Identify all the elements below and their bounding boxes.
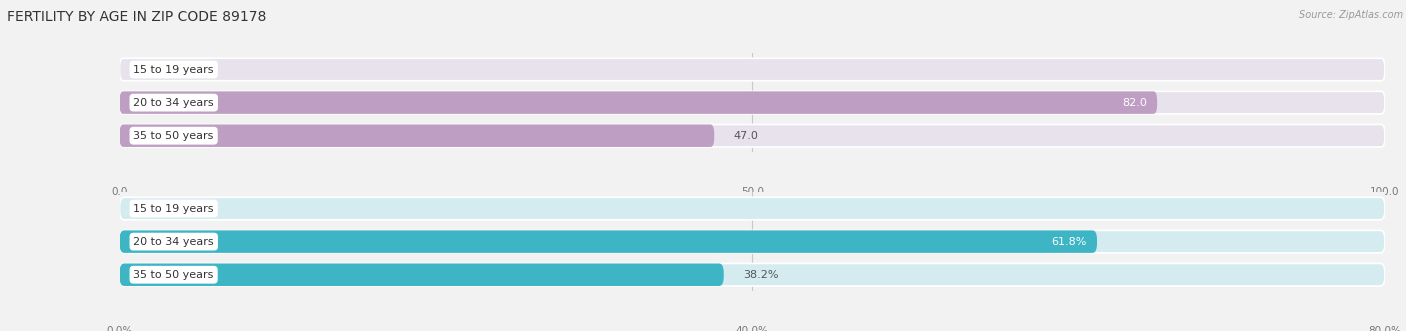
Text: 35 to 50 years: 35 to 50 years — [134, 131, 214, 141]
Text: 61.8%: 61.8% — [1052, 237, 1087, 247]
FancyBboxPatch shape — [120, 58, 1385, 81]
Text: 82.0: 82.0 — [1122, 98, 1147, 108]
FancyBboxPatch shape — [120, 91, 1385, 114]
FancyBboxPatch shape — [120, 197, 1385, 220]
Text: 38.2%: 38.2% — [742, 270, 778, 280]
Text: 20 to 34 years: 20 to 34 years — [134, 98, 214, 108]
Text: 20 to 34 years: 20 to 34 years — [134, 237, 214, 247]
Text: 35 to 50 years: 35 to 50 years — [134, 270, 214, 280]
Text: 0.0: 0.0 — [139, 65, 156, 74]
FancyBboxPatch shape — [120, 230, 1097, 253]
FancyBboxPatch shape — [120, 91, 1157, 114]
Text: FERTILITY BY AGE IN ZIP CODE 89178: FERTILITY BY AGE IN ZIP CODE 89178 — [7, 10, 266, 24]
FancyBboxPatch shape — [120, 124, 714, 147]
Text: 15 to 19 years: 15 to 19 years — [134, 65, 214, 74]
FancyBboxPatch shape — [120, 263, 1385, 286]
Text: 15 to 19 years: 15 to 19 years — [134, 204, 214, 213]
FancyBboxPatch shape — [120, 124, 1385, 147]
Text: 47.0: 47.0 — [734, 131, 758, 141]
Text: Source: ZipAtlas.com: Source: ZipAtlas.com — [1299, 10, 1403, 20]
FancyBboxPatch shape — [120, 263, 724, 286]
Text: 0.0%: 0.0% — [139, 204, 167, 213]
FancyBboxPatch shape — [120, 230, 1385, 253]
